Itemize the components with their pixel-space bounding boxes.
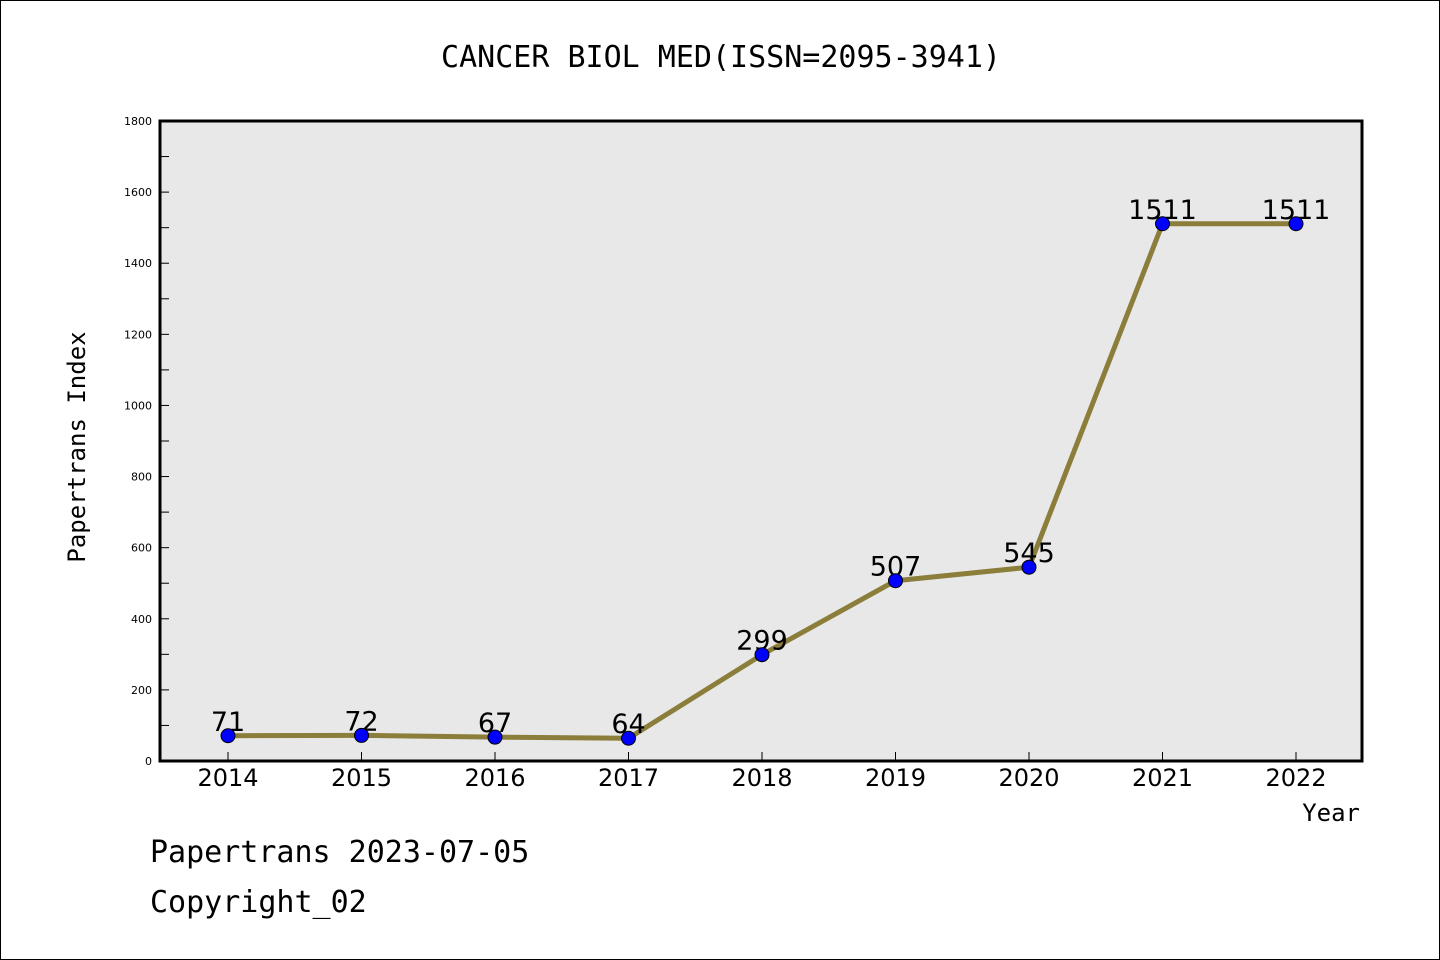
y-tick-label: 1000 — [124, 399, 152, 412]
y-tick-label: 1600 — [124, 186, 152, 199]
y-axis: 0 200 400 600 800 1000 1200 1400 1600 1800 — [124, 115, 169, 768]
y-tick-label: 200 — [131, 684, 152, 697]
y-tick-label: 1200 — [124, 328, 152, 341]
chart-title: CANCER BIOL MED(ISSN=2095-3941) — [441, 40, 1001, 75]
plot-border — [158, 119, 1364, 763]
data-point — [487, 729, 503, 745]
x-axis-label: Year — [1302, 799, 1360, 827]
data-point — [621, 730, 636, 746]
x-tick-label: 2021 — [1132, 764, 1193, 792]
footer-copyright: Copyright_02 — [150, 885, 367, 920]
data-point — [1021, 559, 1037, 575]
data-point — [220, 728, 236, 744]
data-point — [754, 647, 770, 663]
y-tick-label: 600 — [131, 542, 152, 555]
x-tick-label: 2014 — [197, 764, 258, 792]
y-tick-label: 1400 — [124, 257, 152, 270]
y-axis-label: Papertrans Index — [63, 331, 91, 562]
y-tick-label: 800 — [131, 471, 152, 484]
x-tick-label: 2017 — [598, 764, 659, 792]
x-tick-label: 2015 — [331, 764, 392, 792]
data-point — [1155, 216, 1170, 232]
x-tick-label: 2018 — [731, 764, 792, 792]
data-point — [888, 573, 903, 589]
y-tick-label: 1800 — [124, 115, 152, 128]
y-tick-label: 400 — [131, 613, 152, 626]
x-tick-label: 2019 — [865, 764, 926, 792]
x-axis: 2014 2015 2016 2017 2018 2019 2020 2021 2022 — [197, 752, 1327, 792]
x-tick-label: 2022 — [1265, 764, 1326, 792]
y-tick-label: 0 — [145, 755, 152, 768]
data-point — [354, 727, 369, 743]
footer-date: Papertrans 2023-07-05 — [150, 835, 530, 870]
data-point — [1288, 216, 1304, 232]
x-tick-label: 2020 — [998, 764, 1059, 792]
x-tick-label: 2016 — [464, 764, 525, 792]
